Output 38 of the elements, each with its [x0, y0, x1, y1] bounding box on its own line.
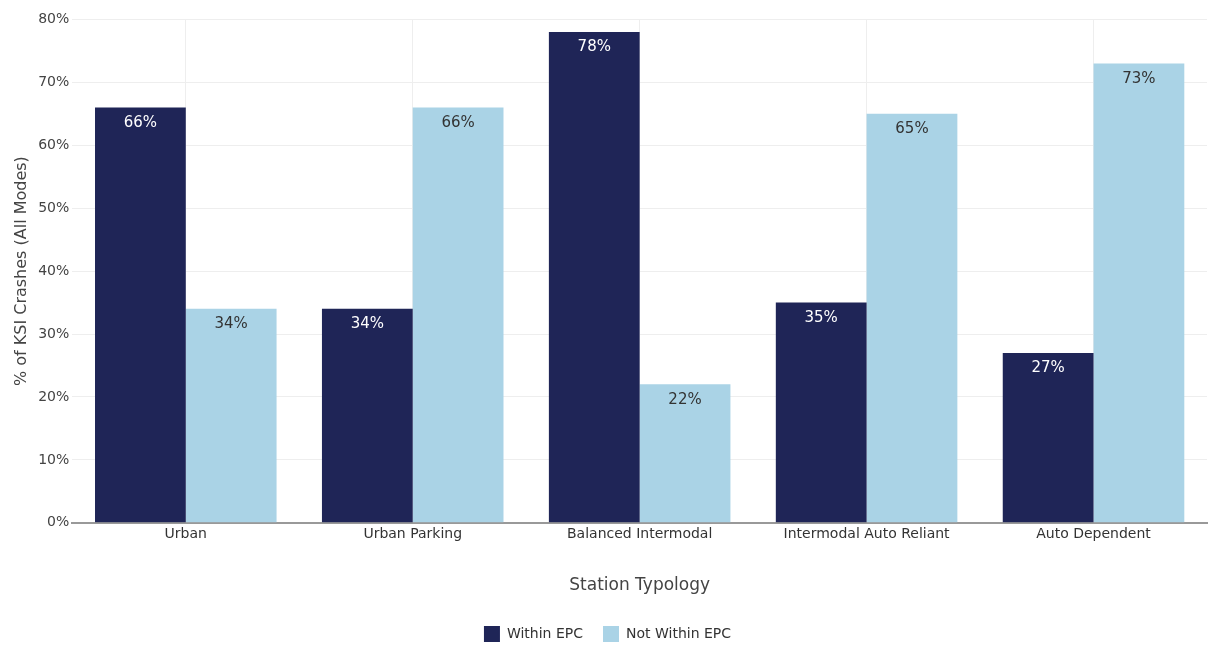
bar	[321, 308, 413, 523]
data-label: 65%	[895, 119, 929, 138]
bar	[1002, 352, 1094, 523]
legend-label: Within EPC	[506, 624, 584, 641]
data-label: 34%	[214, 314, 248, 333]
y-tick-label: 80%	[38, 10, 70, 27]
bar	[775, 302, 867, 523]
data-label: 35%	[804, 307, 838, 326]
data-label: 34%	[350, 314, 385, 333]
y-tick-label: 0%	[47, 513, 70, 530]
y-axis-title: % of KSI Crashes (All Modes)	[10, 156, 30, 387]
bar	[412, 107, 504, 523]
bar	[1093, 63, 1185, 523]
bar	[185, 308, 277, 523]
data-label: 73%	[1122, 68, 1156, 87]
y-tick-label: 30%	[38, 324, 70, 341]
bar	[95, 107, 186, 523]
y-tick-label: 70%	[38, 72, 70, 89]
y-tick-label: 10%	[38, 450, 70, 467]
legend-label: Not Within EPC	[626, 624, 732, 641]
bar	[639, 384, 731, 523]
bar	[866, 113, 958, 523]
bar	[548, 31, 640, 523]
y-tick-label: 50%	[38, 198, 70, 215]
y-tick-label: 20%	[38, 387, 70, 404]
data-label: 66%	[441, 112, 475, 131]
data-label: 27%	[1031, 358, 1065, 377]
data-label: 66%	[123, 112, 158, 131]
x-tick-label: Intermodal Auto Reliant	[783, 524, 951, 541]
x-axis-title: Station Typology	[569, 574, 711, 595]
x-tick-label: Urban Parking	[363, 524, 463, 541]
x-tick-label: Urban	[164, 524, 207, 541]
x-tick-label: Balanced Intermodal	[566, 524, 713, 541]
x-tick-label: Auto Dependent	[1036, 524, 1152, 541]
y-tick-label: 40%	[38, 261, 70, 278]
data-label: 22%	[668, 389, 702, 408]
data-label: 78%	[577, 37, 611, 56]
y-tick-label: 60%	[38, 135, 70, 152]
